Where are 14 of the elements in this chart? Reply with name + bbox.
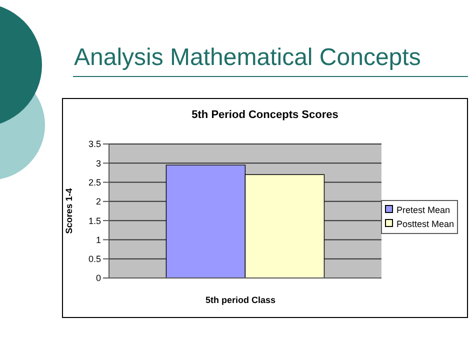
legend-label: Pretest Mean — [396, 204, 450, 214]
y-tick-label: 1.5 — [88, 216, 101, 226]
legend-label: Posttest Mean — [396, 218, 454, 228]
chart-title: Analysis Mathematical Concepts — [74, 44, 421, 72]
y-tick-label: 2 — [96, 196, 101, 207]
chart-subtitle: 5th Period Concepts Scores — [190, 109, 340, 121]
y-tick-label: 0.5 — [88, 254, 101, 264]
y-tick-label: 2.5 — [88, 177, 101, 188]
x-axis-title: 5th period Class — [204, 295, 277, 305]
y-tick-label: 3.5 — [88, 139, 101, 150]
y-tick-label: 3 — [96, 158, 101, 168]
y-tick-label: 1 — [96, 234, 101, 245]
y-tick-label: 0 — [96, 273, 101, 284]
y-axis-title: Scores 1-4 — [64, 188, 74, 234]
